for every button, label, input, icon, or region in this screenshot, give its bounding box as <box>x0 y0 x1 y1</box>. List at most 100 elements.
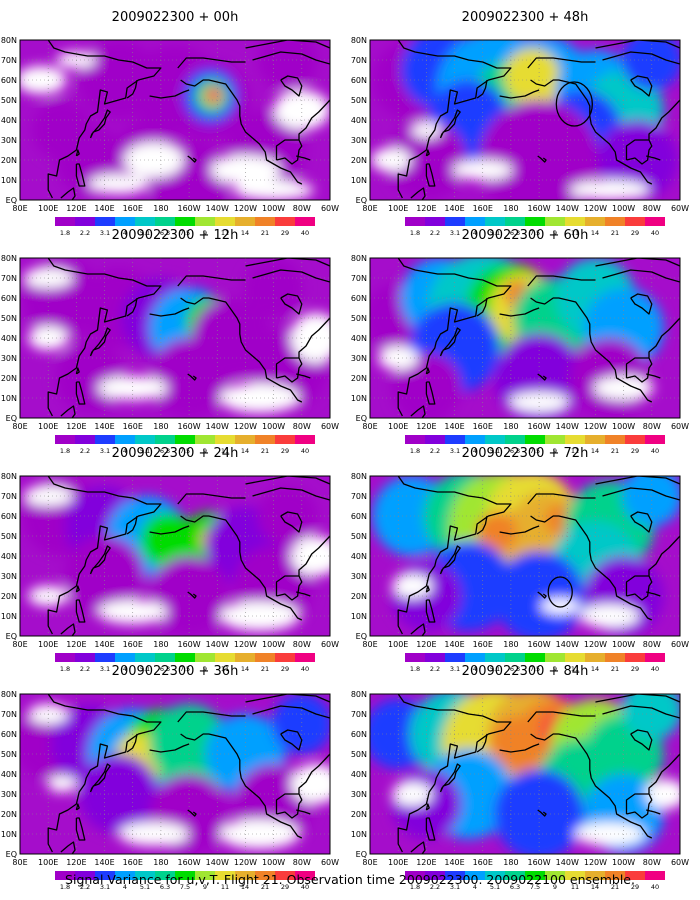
y-tick-label: 30N <box>1 790 17 799</box>
y-tick-label: 70N <box>1 274 17 283</box>
map-frame <box>19 39 331 201</box>
colorbar-label: 29 <box>631 883 639 891</box>
colorbar-label: 40 <box>651 447 659 455</box>
colorbar-label: 14 <box>241 665 249 673</box>
colorbar-label: 29 <box>631 447 639 455</box>
colorbar-swatch <box>255 653 275 662</box>
x-tick-label: 120E <box>416 204 436 213</box>
figure-caption: Signal Variance for u,v,T. Flight 21. Ob… <box>65 872 635 887</box>
x-tick-label: 160W <box>177 204 200 213</box>
y-tick-label: EQ <box>356 196 367 205</box>
coastline <box>177 493 246 505</box>
colorbar-swatch <box>235 217 255 226</box>
colorbar-swatch <box>95 871 115 880</box>
colorbar-label: 40 <box>301 229 309 237</box>
y-tick-label: 50N <box>1 750 17 759</box>
x-tick-label: 80W <box>293 204 311 213</box>
colorbar-swatch <box>585 217 605 226</box>
x-tick-label: 100E <box>38 858 58 867</box>
map-panel: 2009022300 + 24h 80N 70N 60N 50N 40N 30N 20N 10N… <box>1 446 339 673</box>
below-threshold-area <box>233 180 314 200</box>
colorbar-label: 14 <box>591 447 599 455</box>
colorbar-swatch <box>215 653 235 662</box>
highlight-circle <box>547 576 573 608</box>
y-tick-label: 10N <box>1 830 17 839</box>
highlight-circle <box>555 81 593 127</box>
colorbar-swatch <box>485 653 505 662</box>
colorbar-label: 5.1 <box>140 447 150 455</box>
coastline <box>280 511 303 533</box>
y-tick-label: EQ <box>6 850 17 859</box>
coastline <box>439 327 461 357</box>
coastline <box>126 297 138 317</box>
coastline <box>245 40 330 49</box>
colorbar-label: 40 <box>651 229 659 237</box>
colorbar-swatch <box>425 217 445 226</box>
colorbar-swatch <box>175 653 195 662</box>
y-tick-label: 40N <box>1 116 17 125</box>
colorbar-label: 14 <box>241 447 249 455</box>
colorbar-label: 2.2 <box>430 665 440 673</box>
coastline <box>630 511 653 533</box>
variance-field <box>370 694 680 854</box>
y-tick-label: 80N <box>1 36 17 45</box>
colorbar-label: 11 <box>221 447 229 455</box>
map-frame <box>369 475 681 637</box>
colorbar-swatch <box>525 435 545 444</box>
x-tick-label: 80E <box>12 422 27 431</box>
colorbar: 1.8 2.2 3.1 4 5.1 6.3 7.5 9 11 14 21 29 40 <box>405 217 665 237</box>
y-tick-label: 20N <box>351 374 367 383</box>
contour-patch <box>78 754 159 834</box>
x-tick-label: 160W <box>527 858 550 867</box>
panel-title: 2009022300 + 24h <box>112 446 239 461</box>
colorbar-swatch <box>585 435 605 444</box>
coastline <box>646 155 661 161</box>
y-tick-label: 30N <box>1 136 17 145</box>
colorbar-label: 5.1 <box>490 447 500 455</box>
colorbar: 1.8 2.2 3.1 4 5.1 6.3 7.5 9 11 14 21 29 40 <box>55 435 315 455</box>
coastline <box>149 89 190 99</box>
contour-patch <box>476 512 517 552</box>
colorbar: 1.8 2.2 3.1 4 5.1 6.3 7.5 9 11 14 21 29 40 <box>55 653 315 673</box>
coastline <box>397 40 512 199</box>
colorbar-label: 7.5 <box>530 883 540 891</box>
panel-title: 2009022300 + 72h <box>462 446 589 461</box>
contour-patch <box>243 258 304 318</box>
coastline <box>425 803 430 811</box>
coastline <box>630 293 653 315</box>
colorbar-swatch <box>545 871 565 880</box>
colorbar-swatch <box>175 435 195 444</box>
coastline <box>280 293 303 315</box>
coastline <box>439 763 461 793</box>
coastline <box>187 809 197 817</box>
contour-patch <box>257 486 318 546</box>
coastline <box>89 545 111 575</box>
colorbar-label: 21 <box>611 447 619 455</box>
colorbar-label: 1.8 <box>410 447 420 455</box>
colorbar-label: 2.2 <box>80 665 90 673</box>
coastline <box>252 269 330 283</box>
below-threshold-area <box>88 174 149 194</box>
below-threshold-area <box>123 142 184 178</box>
colorbar: 1.8 2.2 3.1 4 5.1 6.3 7.5 9 11 14 21 29 40 <box>405 653 665 673</box>
colorbar-swatch <box>275 217 295 226</box>
below-threshold-area <box>219 601 300 631</box>
colorbar-label: 11 <box>571 229 579 237</box>
colorbar-label: 29 <box>631 229 639 237</box>
colorbar-label: 29 <box>281 883 289 891</box>
colorbar-swatch <box>405 217 425 226</box>
colorbar-label: 29 <box>281 665 289 673</box>
y-tick-label: 40N <box>1 552 17 561</box>
y-tick-label: 80N <box>351 690 367 699</box>
colorbar-swatch <box>425 435 445 444</box>
x-tick-label: 100W <box>262 858 285 867</box>
x-tick-label: 140E <box>444 422 464 431</box>
colorbar-label: 3.1 <box>100 229 110 237</box>
x-tick-label: 140E <box>444 640 464 649</box>
coastline <box>439 109 461 139</box>
colorbar: 1.8 2.2 3.1 4 5.1 6.3 7.5 9 11 14 21 29 40 <box>55 217 315 237</box>
y-tick-label: 20N <box>1 156 17 165</box>
map-frame <box>19 257 331 419</box>
coastline <box>177 275 246 287</box>
colorbar-label: 21 <box>611 229 619 237</box>
